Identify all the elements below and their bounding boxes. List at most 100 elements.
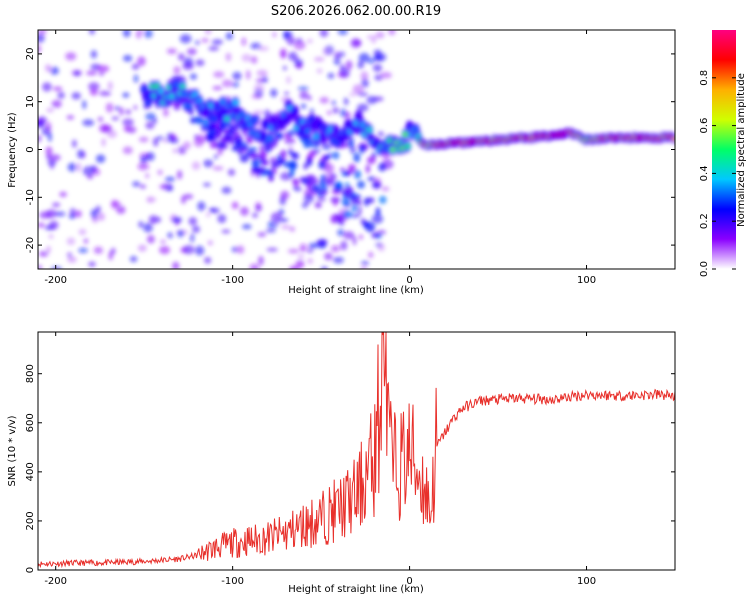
heatmap-speckle <box>372 64 383 72</box>
heatmap-speckle <box>357 205 362 216</box>
heatmap-streak <box>173 103 181 111</box>
spectrogram-y-tick-label: 10 <box>25 95 36 108</box>
heatmap-speckle <box>293 185 298 190</box>
colorbar-tick-label: 0.2 <box>699 213 710 229</box>
heatmap-speckle <box>48 220 59 230</box>
heatmap-speckle <box>133 74 139 83</box>
heatmap-speckle <box>143 223 153 233</box>
heatmap-speckle <box>146 196 157 203</box>
heatmap-speckle <box>212 166 224 171</box>
heatmap-ridge-cell <box>672 136 675 141</box>
heatmap-speckle <box>122 118 134 126</box>
heatmap-streak <box>239 154 249 163</box>
heatmap-speckle <box>122 92 130 98</box>
heatmap-streak <box>359 145 365 155</box>
heatmap-speckle <box>212 85 223 91</box>
heatmap-speckle <box>357 60 365 69</box>
heatmap-streak <box>353 169 362 179</box>
heatmap-speckle <box>137 244 147 252</box>
heatmap-speckle <box>114 106 120 111</box>
snr-y-ticks: 0 200 400 600 800 <box>25 364 675 573</box>
heatmap-speckle <box>95 205 101 214</box>
heatmap-streak <box>238 146 248 152</box>
heatmap-speckle <box>132 181 141 187</box>
heatmap-streak <box>365 222 376 233</box>
heatmap-streak <box>268 172 273 177</box>
heatmap-speckle <box>269 156 277 163</box>
heatmap-speckle <box>316 197 327 202</box>
heatmap-speckle <box>57 91 65 99</box>
heatmap-streak <box>271 160 276 170</box>
heatmap-streak <box>366 156 376 164</box>
heatmap-speckle <box>159 245 171 255</box>
heatmap-speckle <box>340 108 347 118</box>
heatmap-streak <box>280 149 287 159</box>
heatmap-streak <box>314 202 322 209</box>
heatmap-streak <box>355 194 361 199</box>
heatmap-speckle <box>164 176 176 182</box>
heatmap-speckle <box>313 57 325 62</box>
heatmap-streak <box>224 131 229 141</box>
heatmap-streak <box>334 182 343 192</box>
heatmap-speckle <box>293 40 306 50</box>
heatmap-speckle <box>172 148 178 154</box>
heatmap-speckle <box>182 245 195 255</box>
heatmap-speckle <box>324 252 333 261</box>
heatmap-speckle <box>190 233 195 243</box>
heatmap-speckle <box>182 62 194 71</box>
heatmap-speckle <box>280 48 287 59</box>
heatmap-ridge-cell <box>266 135 273 142</box>
heatmap-speckle <box>122 146 133 155</box>
heatmap-streak <box>324 178 334 185</box>
heatmap-speckle <box>116 205 126 215</box>
heatmap-speckle <box>333 57 341 66</box>
heatmap-speckle <box>191 225 201 233</box>
heatmap-streak <box>285 133 292 139</box>
heatmap-streak <box>205 132 215 143</box>
figure-title: S206.2026.062.00.00.R19 <box>271 4 441 19</box>
heatmap-speckle <box>201 38 209 43</box>
heatmap-speckle <box>146 234 155 244</box>
colorbar-label: Normalized spectral amplitude <box>736 73 747 227</box>
heatmap-speckle <box>252 212 259 218</box>
heatmap-streak <box>306 156 313 167</box>
heatmap-streak <box>356 199 362 206</box>
heatmap-speckle <box>49 162 54 170</box>
heatmap-speckle <box>76 162 82 173</box>
heatmap-speckle <box>122 54 133 62</box>
heatmap-speckle <box>266 247 278 252</box>
heatmap-speckle <box>352 235 357 246</box>
heatmap-speckle <box>145 112 156 121</box>
heatmap-speckle <box>373 49 382 57</box>
snr-y-label: SNR (10 * v/v) <box>7 415 18 486</box>
heatmap-speckle <box>316 68 323 74</box>
heatmap-speckle <box>166 48 177 55</box>
heatmap-speckle <box>231 246 239 253</box>
heatmap-speckle <box>308 242 318 249</box>
heatmap-speckle <box>52 86 63 92</box>
heatmap-speckle <box>125 109 132 115</box>
heatmap-speckle <box>217 148 223 156</box>
heatmap-speckle <box>73 70 81 77</box>
heatmap-speckle <box>307 95 312 101</box>
heatmap-speckle <box>52 202 61 208</box>
spectrogram-y-tick-label: -10 <box>25 189 36 205</box>
heatmap-speckle <box>259 144 267 153</box>
heatmap-speckle <box>258 255 264 266</box>
heatmap-speckle <box>45 64 51 73</box>
heatmap-streak <box>346 185 353 195</box>
heatmap-speckle <box>288 51 298 61</box>
heatmap-streak <box>375 207 381 217</box>
heatmap-speckle <box>45 121 52 132</box>
heatmap-ridge-cell <box>211 115 218 122</box>
heatmap-speckle <box>361 78 369 88</box>
heatmap-speckle <box>279 171 292 181</box>
spectrogram-y-tick-label: -20 <box>25 237 36 253</box>
heatmap-speckle <box>381 186 390 192</box>
heatmap-speckle <box>334 51 341 60</box>
heatmap-speckle <box>241 224 252 230</box>
heatmap-speckle <box>213 71 225 78</box>
heatmap-speckle <box>295 62 303 69</box>
heatmap-streak <box>365 164 371 174</box>
